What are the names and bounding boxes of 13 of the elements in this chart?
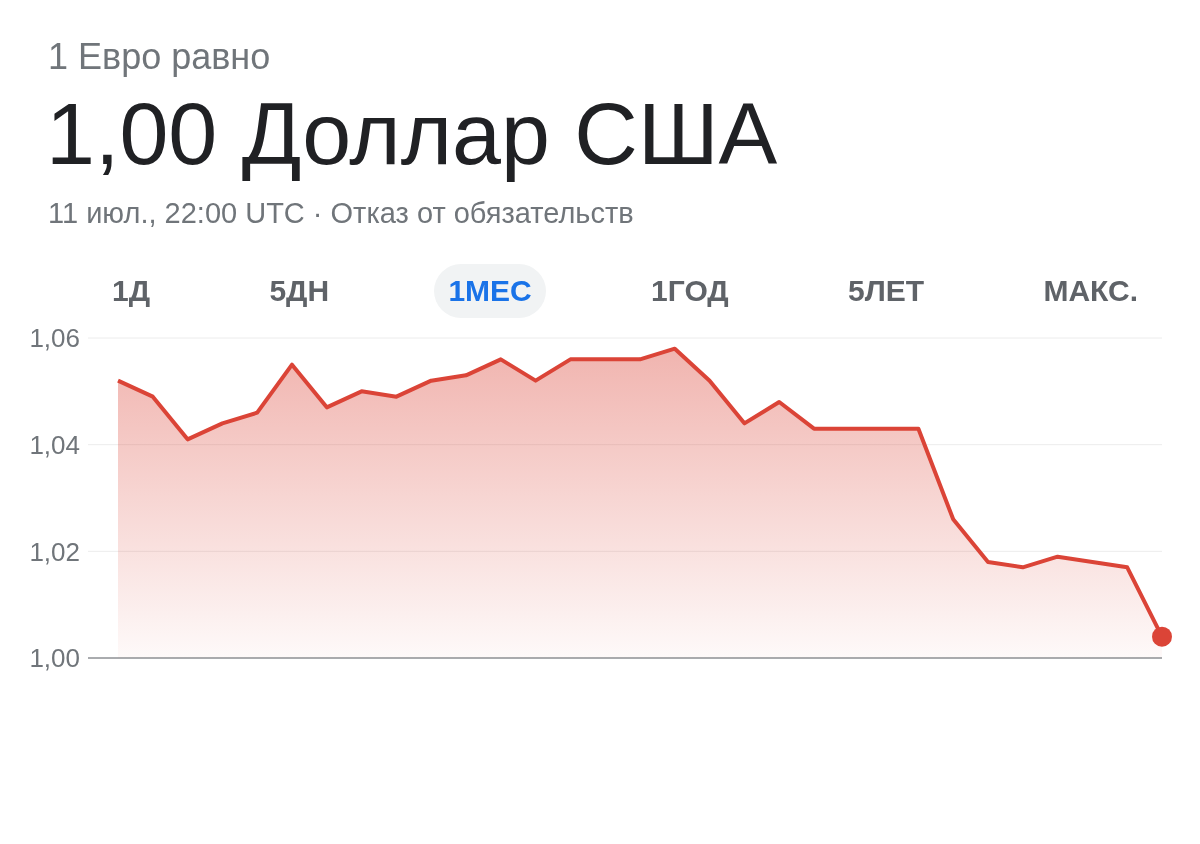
y-tick-label: 1,02 [29, 536, 80, 567]
text: МАКС. [1042, 272, 1139, 309]
text: 1ГОД [650, 272, 730, 309]
text: 5ЛЕТ [847, 272, 926, 309]
y-tick-label: 1,04 [29, 429, 80, 460]
y-tick-label: 1,06 [29, 323, 80, 354]
text: 1Д [111, 272, 152, 309]
chart-title: 1,00 Доллар США [46, 84, 779, 183]
y-tick-label: 1,00 [29, 643, 80, 674]
text: 11 июл., 22:00 UTC · Отказ от обязательств [48, 196, 635, 230]
text: 1МЕС [434, 263, 546, 318]
text: 5ДН [268, 272, 331, 309]
chart-subtitle: 1 Евро равно [48, 35, 272, 78]
